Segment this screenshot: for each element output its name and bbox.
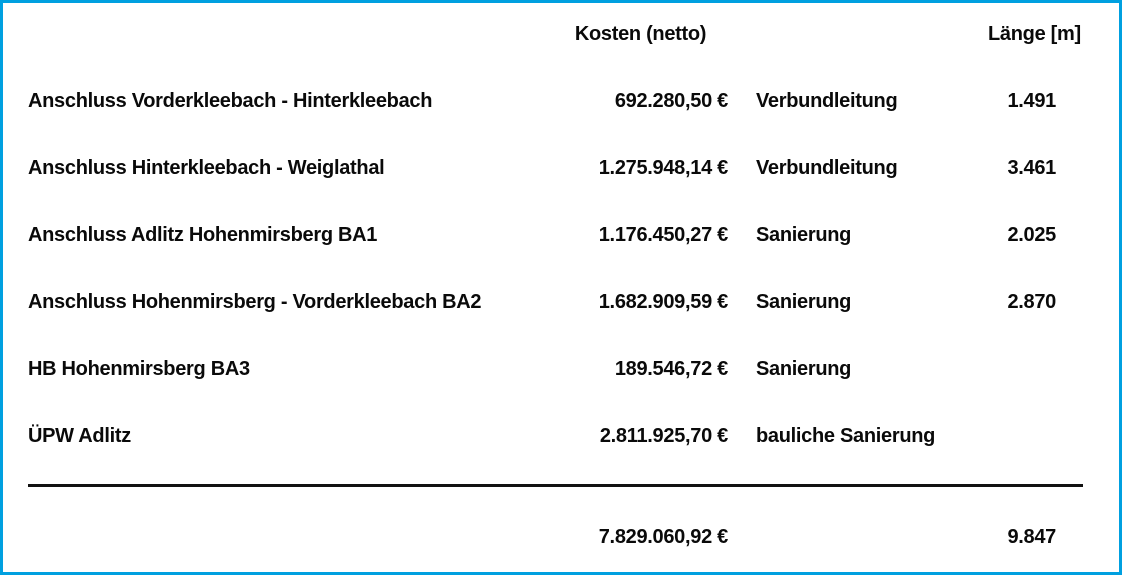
table-row: Anschluss Hohenmirsberg - Vorderkleebach… [28,269,1070,336]
table-row: Anschluss Vorderkleebach - Hinterkleebac… [28,68,1070,135]
cell-kosten: 1.275.948,14 € [598,157,729,179]
header-laenge: Länge [m] [988,22,1081,45]
table-total-row: 7.829.060,92 € 9.847 [28,487,1070,575]
cell-kosten: 1.176.450,27 € [598,224,729,246]
cell-typ: bauliche Sanierung [756,425,936,447]
total-kosten: 7.829.060,92 € [598,525,729,548]
cell-kosten: 1.682.909,59 € [598,291,729,313]
cell-typ: Verbundleitung [756,90,898,112]
cell-typ: Sanierung [756,358,852,380]
cell-laenge: 2.025 [1007,224,1056,246]
table-row: Anschluss Adlitz Hohenmirsberg BA1 1.176… [28,202,1070,269]
cell-typ: Sanierung [756,291,852,313]
cell-typ: Sanierung [756,224,852,246]
cell-kosten: 692.280,50 € [614,90,728,112]
header-kosten: Kosten (netto) [574,22,707,45]
cost-table: Kosten (netto) Länge [m] Anschluss Vorde… [28,0,1083,575]
cell-laenge: 3.461 [1007,157,1056,179]
cell-project: HB Hohenmirsberg BA3 [28,358,250,380]
table-row: HB Hohenmirsberg BA3 189.546,72 € Sanier… [28,336,1070,403]
total-divider [28,484,1083,487]
cell-kosten: 2.811.925,70 € [599,425,728,447]
cell-laenge: 2.870 [1007,291,1056,313]
table-row: ÜPW Adlitz 2.811.925,70 € bauliche Sanie… [28,403,1070,470]
cell-project: ÜPW Adlitz [28,425,131,447]
table-header-row: Kosten (netto) Länge [m] [28,0,1081,68]
cell-project: Anschluss Adlitz Hohenmirsberg BA1 [28,224,378,246]
cell-project: Anschluss Hinterkleebach - Weiglathal [28,157,385,179]
cell-typ: Verbundleitung [756,157,898,179]
total-laenge: 9.847 [1007,525,1056,548]
table-row: Anschluss Hinterkleebach - Weiglathal 1.… [28,135,1070,202]
cell-kosten: 189.546,72 € [614,358,728,380]
cell-project: Anschluss Hohenmirsberg - Vorderkleebach… [28,291,482,313]
cell-project: Anschluss Vorderkleebach - Hinterkleebac… [28,90,433,112]
cell-laenge: 1.491 [1007,90,1056,112]
